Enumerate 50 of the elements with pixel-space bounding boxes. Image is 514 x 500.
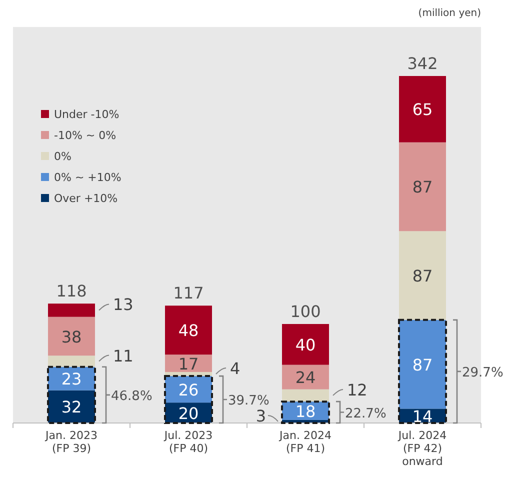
total-label: 100 <box>290 302 321 322</box>
bar <box>399 142 446 232</box>
data-label: 20 <box>178 404 199 423</box>
text: (million yen) <box>418 8 482 19</box>
annotation: 22.7% <box>345 406 386 422</box>
annotation: 39.7% <box>228 394 270 409</box>
data-label: 13 <box>113 295 134 314</box>
data-label: 87 <box>412 178 433 197</box>
data-label: 23 <box>61 370 82 389</box>
legend-label: Under -10% <box>54 108 120 121</box>
bar <box>48 304 95 317</box>
data-label: 4 <box>230 359 240 378</box>
bar <box>399 231 446 320</box>
data-label: 48 <box>178 321 199 340</box>
annotation: 29.7% <box>462 365 504 380</box>
bar <box>282 364 329 390</box>
data-label: 3 <box>256 406 266 426</box>
legend-label: Over +10% <box>54 192 118 205</box>
data-label: 40 <box>295 335 316 354</box>
data-label: 38 <box>61 327 82 346</box>
x-tick-label: Jan. 2024 (FP 41) <box>278 429 332 455</box>
x-tick-label: Jan. 2023 (FP 39) <box>44 429 98 455</box>
bar <box>282 389 329 402</box>
data-label: 11 <box>113 346 134 366</box>
x-tick-label: Jul. 2024 (FP 42) onward <box>397 429 447 468</box>
data-label: 18 <box>295 402 316 421</box>
bar <box>399 320 446 409</box>
bar <box>165 306 212 355</box>
data-label: 32 <box>61 398 82 417</box>
bar <box>282 324 329 365</box>
data-label: 24 <box>295 368 316 388</box>
bar <box>48 356 95 367</box>
total-label: 117 <box>173 284 204 303</box>
total-label: 342 <box>407 54 438 73</box>
legend-label: 0% <box>54 150 72 163</box>
legend-label: 0% ~ +10% <box>54 171 122 184</box>
bar <box>165 354 212 372</box>
data-label: 17 <box>178 354 199 374</box>
data-label: 87 <box>412 266 433 286</box>
data-label: 87 <box>412 355 433 374</box>
annotation: 46.8% <box>111 388 152 404</box>
data-label: 65 <box>412 100 433 120</box>
bar <box>399 76 446 142</box>
data-label: 12 <box>347 380 368 400</box>
legend-label: -10% ~ 0% <box>54 129 116 142</box>
data-label: 14 <box>412 406 433 426</box>
bar <box>48 316 95 356</box>
data-label: 26 <box>178 380 199 400</box>
x-tick-label: Jul. 2023 (FP 40) <box>163 429 213 455</box>
total-label: 118 <box>56 282 87 301</box>
